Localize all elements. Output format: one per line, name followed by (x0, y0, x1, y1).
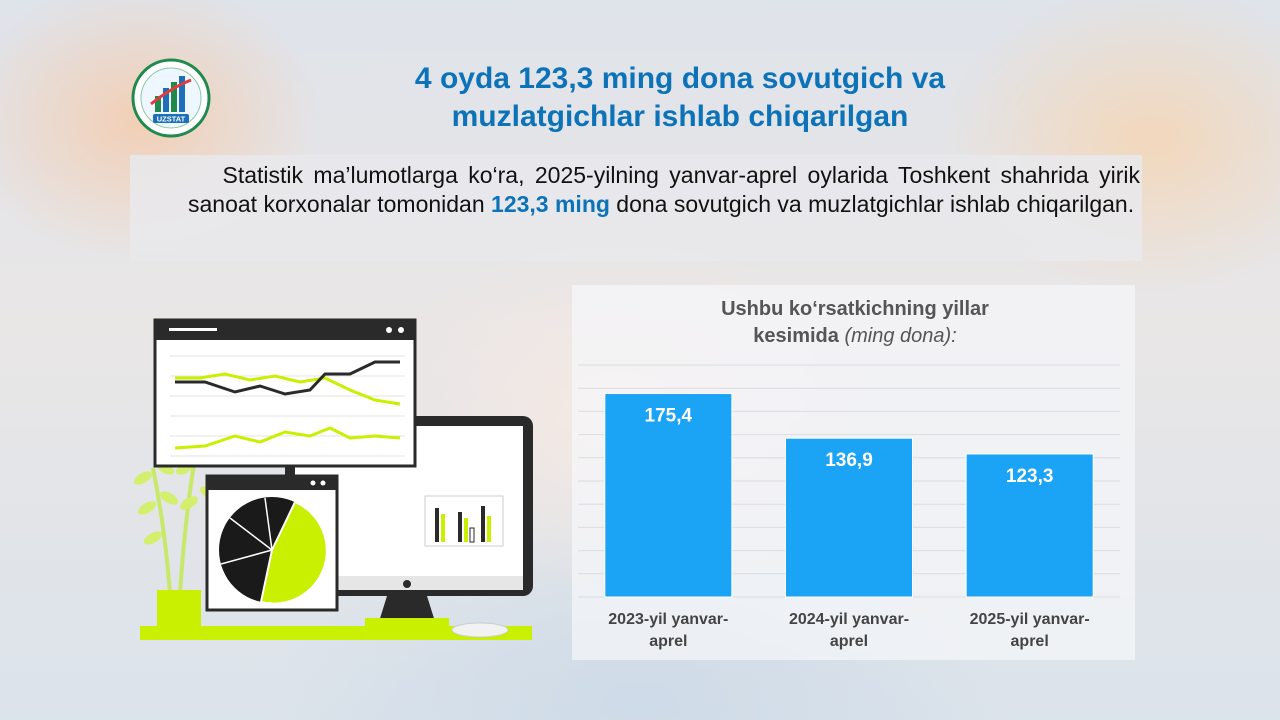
bar-chart: 175,4 2023-yil yanvar-aprel 136,9 2024-yil … (578, 364, 1120, 650)
category-label-3-2: aprel (1011, 633, 1049, 650)
category-label-3-1: 2025-yil yanvar- (970, 611, 1090, 628)
intro-paragraph: Statistik ma’lumotlarga ko‘ra, 2025-yiln… (188, 161, 1140, 219)
page-title: 4 oyda 123,3 ming dona sovutgich va muzl… (260, 60, 1100, 136)
category-label-2-1: 2024-yil yanvar- (789, 611, 909, 628)
uzstat-logo-icon: UZSTAT (131, 58, 211, 138)
chart-title-kesimida: kesimida (753, 325, 845, 347)
chart-title: Ushbu ko‘rsatkichning yillar kesimida (m… (640, 296, 1070, 350)
desk-base (140, 626, 532, 640)
bar-3 (965, 453, 1094, 598)
data-label-3: 123,3 (1006, 466, 1054, 487)
title-line-2: muzlatgichlar ishlab chiqarilgan (451, 100, 909, 133)
bar-2 (785, 437, 913, 598)
analytics-illustration (133, 318, 533, 640)
pie-chart-window-icon (205, 474, 339, 612)
paragraph-part-1: Statistik ma’lumotlarga ko‘ra, 2025-yiln… (188, 162, 1140, 217)
chart-title-text: Ushbu ko‘rsatkichning yillar (721, 298, 989, 320)
line-chart-window-icon (153, 318, 417, 468)
data-label-2: 136,9 (825, 450, 873, 471)
logo-text: UZSTAT (157, 115, 186, 124)
mouse-icon (451, 622, 509, 638)
chart-unit: (ming dona): (844, 325, 957, 347)
category-label-1-2: aprel (649, 633, 687, 650)
category-label-1-1: 2023-yil yanvar- (608, 611, 728, 628)
category-label-2-2: aprel (830, 633, 868, 650)
data-label-1: 175,4 (645, 406, 693, 427)
paragraph-part-2: dona sovutgich va muzlatgichlar ishlab c… (609, 191, 1135, 217)
text-panel (130, 155, 1142, 261)
paragraph-highlight: 123,3 ming (491, 191, 610, 217)
bar-1 (604, 393, 733, 598)
title-line-1: 4 oyda 123,3 ming dona sovutgich va (414, 62, 946, 95)
